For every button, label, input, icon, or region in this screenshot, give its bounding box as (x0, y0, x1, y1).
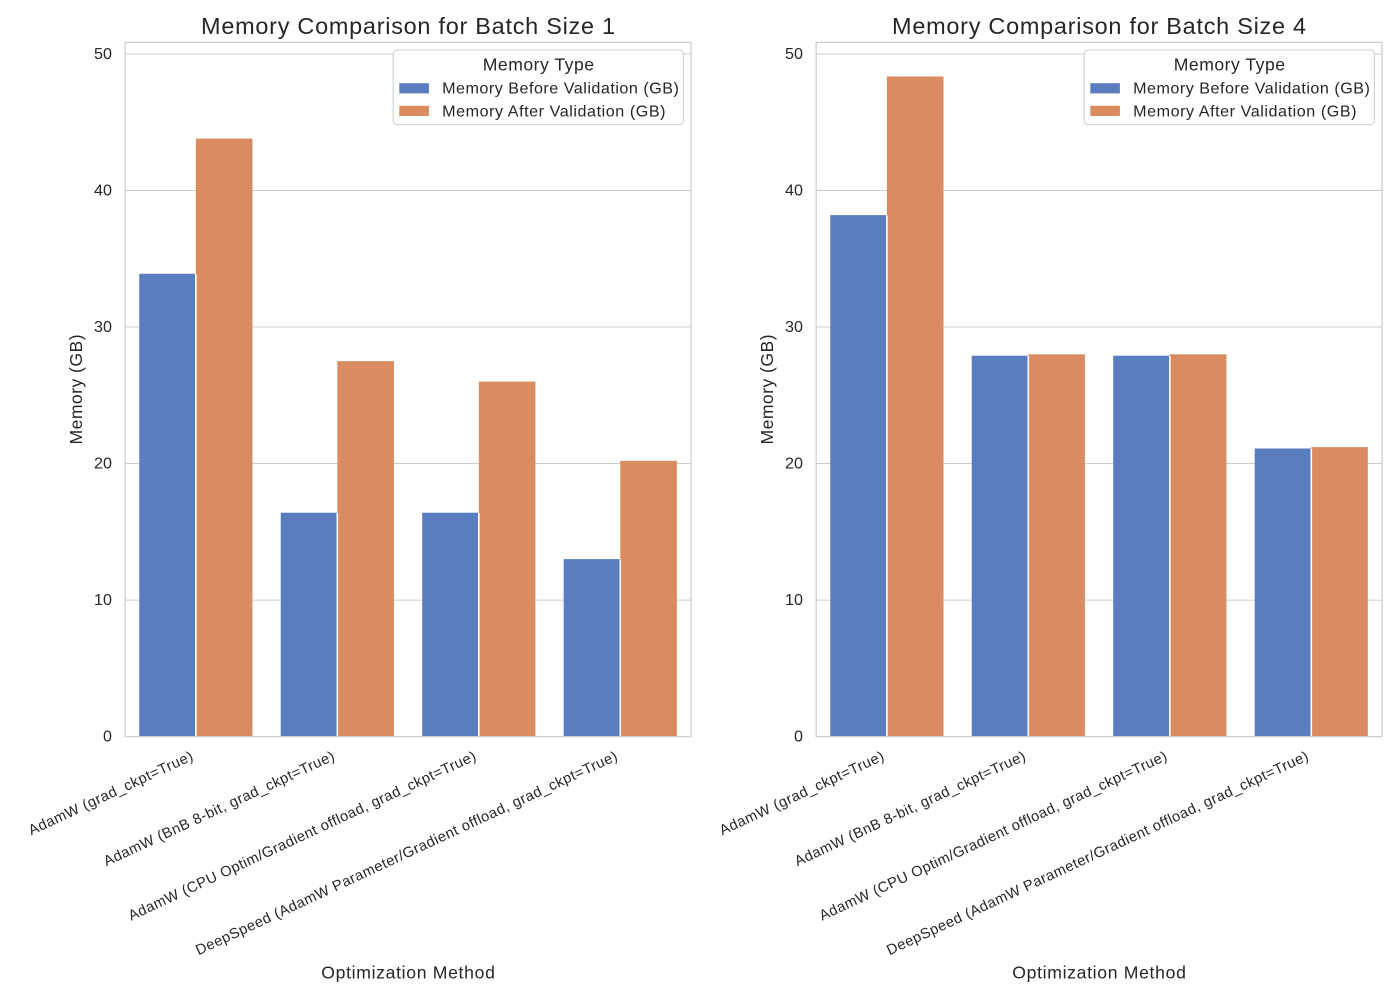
svg-text:10: 10 (785, 591, 803, 609)
svg-text:Memory (GB): Memory (GB) (757, 334, 777, 444)
svg-text:Memory (GB): Memory (GB) (66, 334, 86, 444)
svg-text:20: 20 (785, 455, 803, 473)
svg-text:Memory After Validation (GB): Memory After Validation (GB) (442, 102, 665, 120)
svg-text:Memory After Validation (GB): Memory After Validation (GB) (1133, 102, 1356, 120)
svg-text:30: 30 (785, 318, 803, 336)
svg-text:20: 20 (94, 455, 112, 473)
svg-text:30: 30 (94, 318, 112, 336)
svg-text:Optimization Method: Optimization Method (321, 962, 495, 982)
svg-text:Memory Before Validation (GB): Memory Before Validation (GB) (442, 80, 679, 98)
svg-text:50: 50 (94, 45, 112, 63)
svg-text:Memory Comparison for Batch Si: Memory Comparison for Batch Size 1 (201, 13, 615, 39)
svg-text:Memory Comparison for Batch Si: Memory Comparison for Batch Size 4 (892, 13, 1306, 39)
svg-text:Memory Before Validation (GB): Memory Before Validation (GB) (1133, 80, 1370, 98)
svg-text:Optimization Method: Optimization Method (1012, 962, 1186, 982)
svg-text:0: 0 (794, 728, 803, 746)
svg-text:40: 40 (785, 182, 803, 200)
svg-text:0: 0 (103, 728, 112, 746)
svg-text:Memory Type: Memory Type (1174, 54, 1285, 74)
svg-text:10: 10 (94, 591, 112, 609)
svg-text:Memory Type: Memory Type (483, 54, 594, 74)
svg-text:50: 50 (785, 45, 803, 63)
svg-text:40: 40 (94, 182, 112, 200)
